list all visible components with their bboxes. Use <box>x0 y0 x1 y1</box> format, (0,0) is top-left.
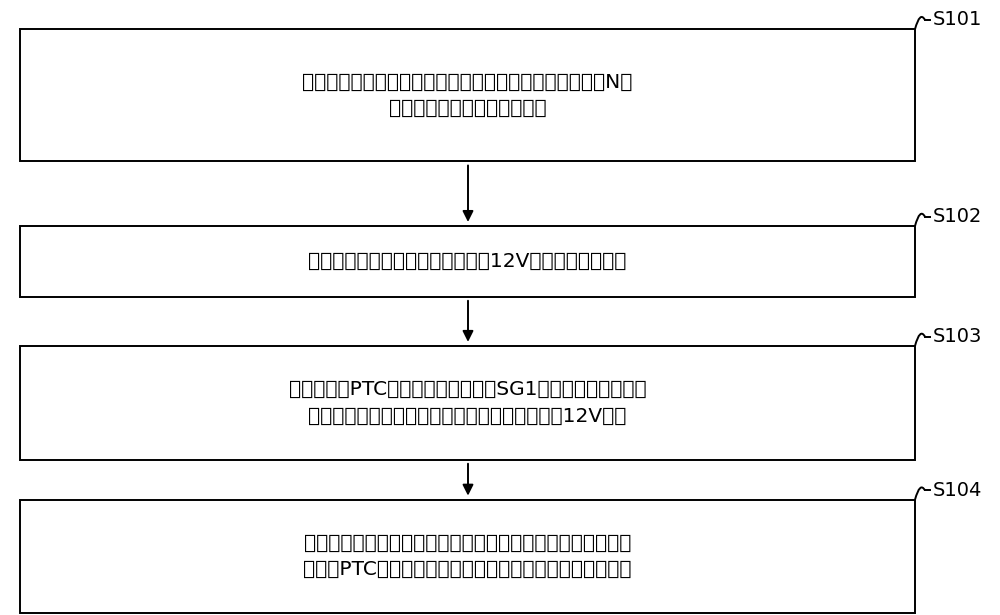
Text: S104: S104 <box>933 481 982 500</box>
FancyBboxPatch shape <box>20 226 915 297</box>
Text: 将第一励磁线圈和第二励磁线圈的12V电源供电分为两路: 将第一励磁线圈和第二励磁线圈的12V电源供电分为两路 <box>308 252 627 271</box>
Text: 第一励磁线圈通电将产生电磁吸力将第一电磁继电器的触点闭
合，将PTC电加热和功率电阻串进回路，实现整个回路导通: 第一励磁线圈通电将产生电磁吸力将第一电磁继电器的触点闭 合，将PTC电加热和功率… <box>303 534 632 579</box>
Text: S102: S102 <box>933 207 982 226</box>
Text: 当需要开启PTC电加热时，先给信号SG1到主控芯片，通过信
号输出将使第一电磁继电器的第一励磁线圈得到12V电源: 当需要开启PTC电加热时，先给信号SG1到主控芯片，通过信 号输出将使第一电磁继… <box>289 380 646 426</box>
FancyBboxPatch shape <box>20 30 915 162</box>
FancyBboxPatch shape <box>20 499 915 614</box>
Text: S103: S103 <box>933 327 982 346</box>
Text: 将功率电阻串联到控制回路，同时将第二电磁继电器从和N线
串联回路改为和功率电阻并联: 将功率电阻串联到控制回路，同时将第二电磁继电器从和N线 串联回路改为和功率电阻并… <box>302 73 633 118</box>
Text: S101: S101 <box>933 10 982 30</box>
FancyBboxPatch shape <box>20 346 915 460</box>
